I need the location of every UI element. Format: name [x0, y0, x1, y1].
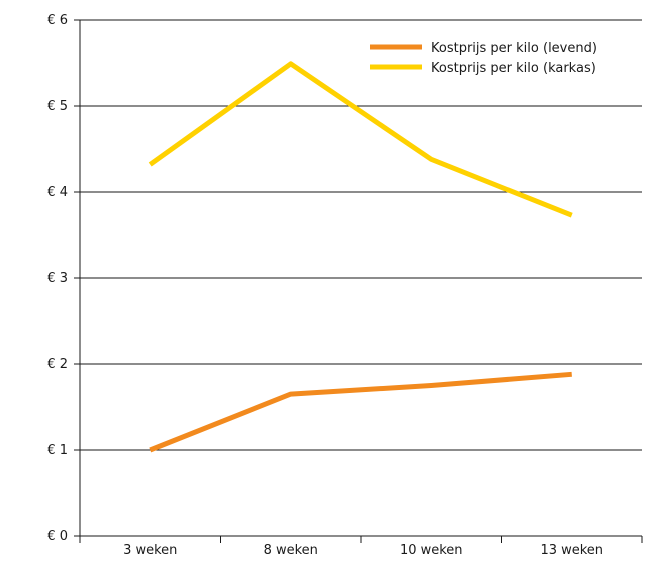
y-tick-label: € 6	[47, 13, 68, 28]
y-tick-label: € 2	[47, 357, 68, 372]
legend-label: Kostprijs per kilo (levend)	[431, 41, 597, 56]
x-tick-label: 13 weken	[540, 543, 603, 558]
y-tick-label: € 0	[47, 529, 68, 544]
series-lines	[148, 61, 573, 453]
gridlines	[80, 19, 642, 451]
legend-label: Kostprijs per kilo (karkas)	[431, 61, 596, 76]
x-tick-label: 10 weken	[400, 543, 463, 558]
y-tick-label: € 4	[47, 185, 68, 200]
x-tick-label: 8 weken	[264, 543, 318, 558]
axes	[79, 20, 642, 542]
legend: Kostprijs per kilo (levend) Kostprijs per…	[370, 41, 597, 76]
y-tick-label: € 3	[47, 271, 68, 286]
y-axis-ticks: € 0 € 1 € 2 € 3 € 4 € 5 € 6	[47, 13, 80, 544]
series-line-2	[148, 61, 573, 218]
y-tick-label: € 5	[47, 99, 68, 114]
y-tick-label: € 1	[47, 443, 68, 458]
x-axis-ticks: 3 weken 8 weken 10 weken 13 weken	[79, 536, 643, 558]
x-tick-label: 3 weken	[123, 543, 177, 558]
series-line-1	[149, 371, 572, 453]
